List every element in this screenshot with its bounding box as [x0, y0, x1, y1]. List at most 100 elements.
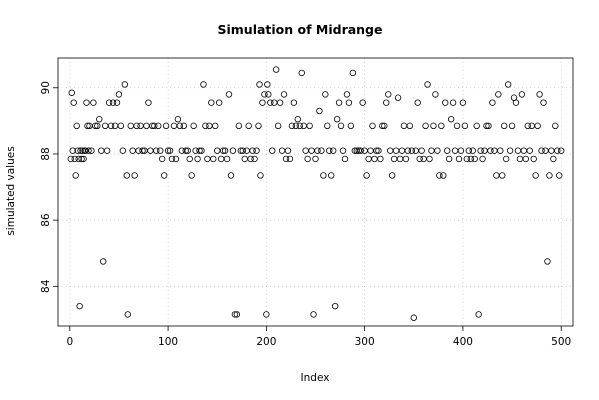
data-point	[471, 155, 478, 163]
data-points	[67, 66, 565, 321]
data-point	[536, 91, 543, 98]
data-point	[396, 155, 404, 163]
data-point	[70, 99, 77, 106]
chart-title: Simulation of Midrange	[217, 22, 382, 37]
data-point	[103, 147, 111, 154]
data-point	[153, 147, 160, 154]
data-point	[245, 122, 252, 130]
data-point	[117, 122, 125, 130]
x-tick-label: 100	[158, 336, 178, 348]
data-point	[367, 147, 374, 154]
data-point	[73, 122, 80, 130]
data-point	[121, 81, 129, 88]
x-tick-label: 400	[453, 336, 473, 348]
x-axis-label: Index	[301, 372, 330, 384]
data-point	[310, 311, 317, 318]
data-point	[546, 172, 553, 179]
data-point	[217, 155, 225, 163]
data-point	[251, 155, 258, 163]
data-point	[107, 122, 115, 130]
data-point	[202, 122, 209, 130]
data-point	[308, 147, 315, 154]
data-point	[261, 91, 268, 98]
data-point	[326, 147, 333, 154]
data-point	[68, 89, 75, 96]
data-point	[247, 155, 254, 163]
data-point	[147, 147, 154, 154]
data-point	[225, 91, 233, 98]
data-point	[377, 155, 384, 163]
data-point	[489, 99, 496, 106]
data-point	[221, 147, 229, 154]
data-point	[264, 81, 271, 88]
data-point	[151, 122, 158, 130]
y-tick-label: 86	[40, 213, 52, 227]
data-point	[231, 311, 239, 318]
data-point	[455, 155, 463, 163]
data-point	[434, 147, 441, 154]
data-point	[556, 172, 563, 179]
data-point	[215, 99, 223, 106]
data-point	[404, 147, 412, 154]
data-point	[78, 155, 85, 163]
data-point	[394, 94, 402, 101]
data-point	[447, 116, 455, 123]
data-point	[385, 91, 392, 98]
data-point	[353, 147, 360, 154]
y-tick-label: 84	[40, 279, 52, 293]
data-point	[96, 116, 103, 123]
data-point	[278, 147, 286, 154]
data-point	[271, 99, 278, 106]
data-point	[477, 147, 484, 154]
data-point	[473, 122, 480, 130]
data-point	[105, 99, 113, 106]
data-point	[406, 122, 414, 130]
data-point	[219, 147, 227, 154]
data-point	[552, 122, 559, 130]
data-point	[449, 99, 457, 106]
data-point	[432, 91, 439, 98]
data-point	[518, 91, 526, 98]
data-point	[290, 99, 298, 106]
data-point	[363, 172, 370, 179]
data-point	[459, 99, 467, 106]
data-point	[77, 147, 84, 154]
data-point	[345, 99, 353, 106]
data-point	[204, 155, 211, 163]
data-point	[265, 91, 272, 98]
data-point	[85, 147, 92, 154]
data-point	[256, 81, 263, 88]
data-point	[514, 147, 522, 154]
data-point	[501, 122, 508, 130]
data-point	[504, 81, 512, 88]
data-point	[304, 155, 311, 163]
data-point	[194, 155, 201, 163]
data-point	[392, 147, 400, 154]
data-point	[155, 122, 162, 130]
data-point	[495, 91, 502, 98]
data-point	[164, 147, 172, 154]
data-point	[272, 66, 280, 73]
data-point	[94, 122, 101, 130]
data-point	[133, 122, 140, 130]
data-point	[339, 147, 347, 154]
data-point	[328, 172, 335, 179]
data-point	[508, 122, 516, 130]
data-point	[302, 147, 309, 154]
data-point	[440, 172, 447, 179]
data-point	[172, 155, 180, 163]
data-point	[506, 147, 514, 154]
data-point	[300, 122, 307, 130]
data-point	[522, 155, 530, 163]
data-point	[306, 122, 313, 130]
data-point	[438, 122, 445, 130]
data-point	[176, 122, 184, 130]
data-point	[88, 147, 95, 154]
data-point	[239, 147, 246, 154]
data-point	[375, 147, 382, 154]
data-point	[381, 122, 388, 130]
data-point	[467, 155, 474, 163]
data-point	[428, 147, 435, 154]
data-point	[408, 147, 416, 154]
